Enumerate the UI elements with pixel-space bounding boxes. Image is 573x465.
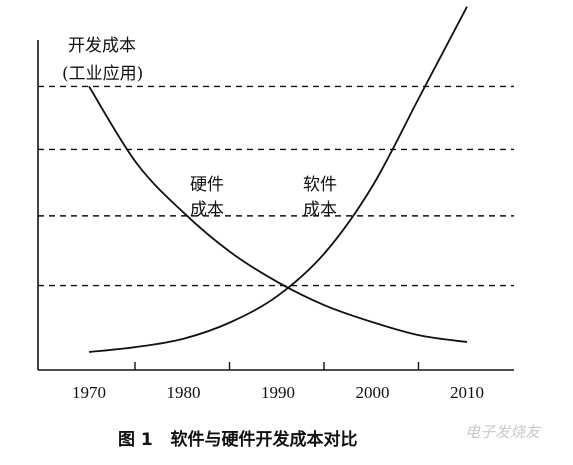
x-ticks: 1970 1980 1990 2000 2010 — [72, 362, 484, 402]
series-curves — [88, 6, 468, 353]
x-tick-label-1990: 1990 — [261, 383, 295, 402]
x-tick-label-2000: 2000 — [356, 383, 390, 402]
gridlines — [38, 85, 514, 287]
figure-caption: 图 1 软件与硬件开发成本对比 — [118, 429, 358, 450]
x-tick-label-2010: 2010 — [450, 383, 484, 402]
software-label-line-2: 成本 — [303, 200, 337, 220]
software-cost-curve — [88, 6, 468, 353]
hardware-cost-curve — [88, 85, 468, 343]
x-tick-label-1980: 1980 — [167, 383, 201, 402]
hardware-label-line-2: 成本 — [190, 200, 224, 220]
x-tick-label-1970: 1970 — [72, 383, 106, 402]
hardware-label-line-1: 硬件 — [190, 175, 224, 195]
y-axis-label-line-2: (工业应用) — [62, 64, 143, 84]
software-label-line-1: 软件 — [303, 175, 337, 195]
y-axis-label-line-1: 开发成本 — [68, 36, 136, 56]
axes — [37, 40, 514, 371]
watermark: 电子发烧友 — [465, 423, 542, 441]
